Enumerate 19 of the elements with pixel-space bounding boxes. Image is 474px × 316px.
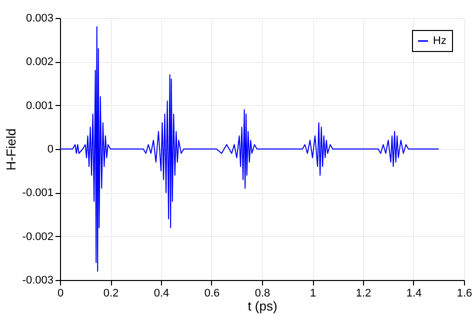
y-tick-label: -0.001 — [22, 187, 54, 200]
x-tick-label: 0.2 — [103, 288, 119, 300]
x-tick-label: 1.2 — [356, 288, 372, 300]
x-tick-label: 1.6 — [456, 288, 472, 300]
y-axis-title: H-Field — [3, 128, 18, 170]
x-tick-label: 1.4 — [406, 288, 422, 300]
y-tick-label: 0.002 — [26, 56, 54, 68]
x-tick-label: 0.8 — [254, 288, 270, 300]
x-tick-label: 1 — [310, 288, 316, 300]
y-tick-label: 0.001 — [26, 100, 54, 112]
legend-label: Hz — [433, 35, 446, 47]
x-tick-label: 0.6 — [204, 288, 220, 300]
y-tick-label: -0.002 — [22, 230, 54, 243]
x-tick-label: 0 — [57, 288, 64, 300]
y-tick-label: 0.003 — [26, 12, 54, 24]
y-tick-label: 0 — [47, 144, 54, 156]
x-tick-label: 0.4 — [154, 288, 170, 300]
y-tick-label: -0.003 — [22, 274, 54, 286]
x-axis-title: t (ps) — [248, 298, 278, 314]
